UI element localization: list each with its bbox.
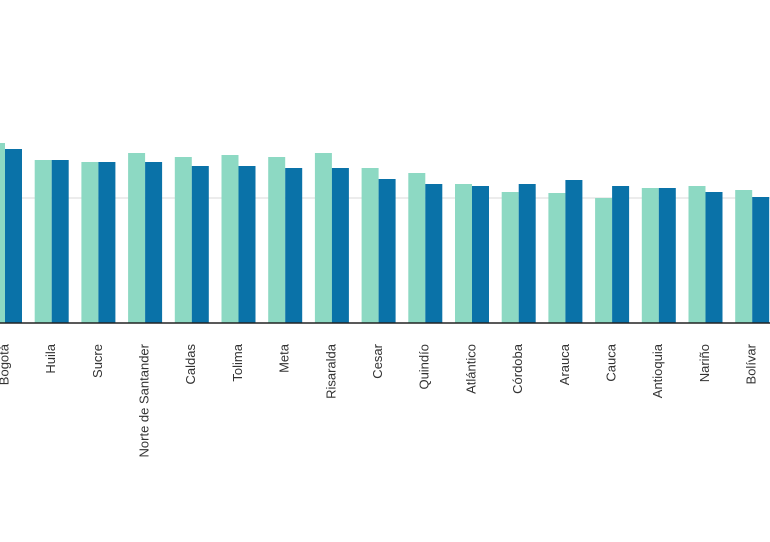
bar (51, 160, 69, 323)
bar (735, 190, 753, 323)
bar (268, 157, 286, 323)
x-tick-label: Caldas (183, 344, 198, 385)
x-tick-label: Sucre (90, 344, 105, 378)
bar (548, 193, 566, 323)
x-tick-label: Cesar (370, 343, 385, 378)
bar (472, 186, 489, 323)
bar (361, 168, 379, 323)
bar (145, 162, 163, 323)
x-tick-label: Arauca (557, 343, 572, 385)
bar (191, 166, 209, 323)
bar (658, 188, 676, 323)
x-tick-label: Cauca (604, 343, 619, 381)
bar (5, 149, 22, 323)
x-tick-label: Nariño (697, 344, 712, 382)
bar (408, 173, 426, 323)
bar (238, 166, 256, 323)
bar (331, 168, 349, 323)
bar (455, 184, 472, 323)
bar (128, 153, 146, 323)
bar (501, 192, 519, 323)
x-tick-label: Quindío (417, 344, 432, 390)
x-tick-label: Risaralda (323, 343, 338, 399)
bar (174, 157, 192, 323)
bar (688, 186, 706, 323)
x-tick-label: Huila (43, 343, 58, 373)
bar (641, 188, 659, 323)
bar (705, 192, 723, 323)
bar (612, 186, 630, 323)
bar (314, 153, 332, 323)
bar (285, 168, 303, 323)
x-tick-label: Meta (277, 343, 292, 373)
bar (378, 179, 396, 323)
bar (518, 184, 536, 323)
x-tick-label: Norte de Santander (137, 343, 152, 457)
bar (425, 184, 443, 323)
bar (34, 160, 52, 323)
bar (221, 155, 239, 323)
x-tick-label: Bolívar (744, 343, 759, 384)
x-tick-label: Antioquia (650, 343, 665, 398)
x-tick-label: Atlántico (463, 344, 478, 394)
x-tick-label: Tolima (230, 343, 245, 381)
bar (565, 180, 583, 323)
x-tick-label: Bogotá (0, 343, 11, 385)
bar (98, 162, 116, 323)
bar (81, 162, 99, 323)
x-tick-label: Córdoba (510, 343, 525, 394)
bar (595, 198, 613, 323)
bar (752, 197, 770, 323)
bar (0, 143, 5, 323)
